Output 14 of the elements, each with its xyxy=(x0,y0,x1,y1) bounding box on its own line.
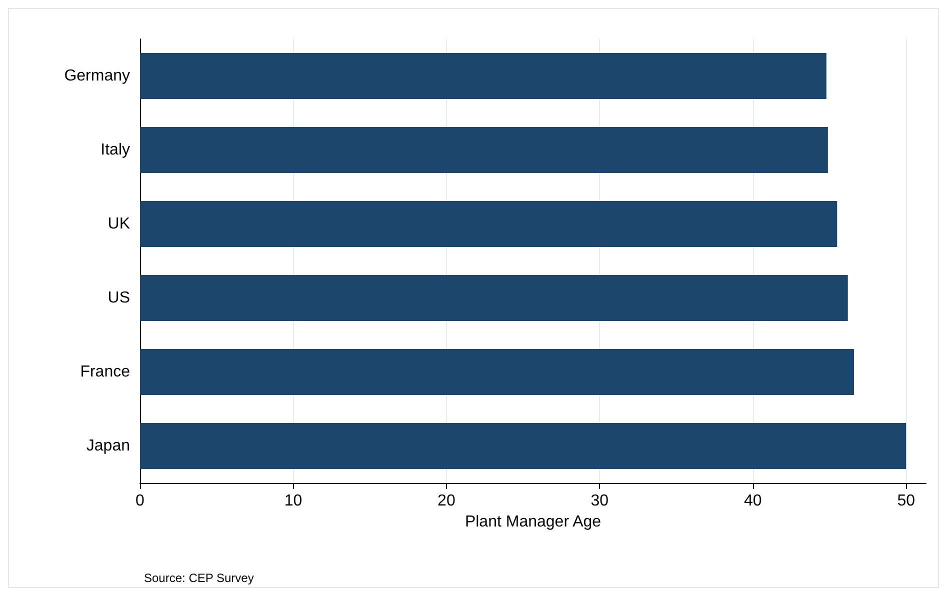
x-tick-label: 30 xyxy=(590,492,609,510)
y-tick-label: Japan xyxy=(86,438,130,454)
y-tick-label: Italy xyxy=(100,142,130,158)
source-note: Source: CEP Survey xyxy=(144,571,254,585)
y-tick-label: US xyxy=(108,290,130,306)
y-tick-label: France xyxy=(80,364,130,380)
x-axis-title: Plant Manager Age xyxy=(464,513,602,530)
x-tick-label: 50 xyxy=(897,492,916,510)
x-tick-label: 10 xyxy=(284,492,302,510)
x-tick-label: 40 xyxy=(744,492,762,510)
y-tick-label: UK xyxy=(108,216,130,232)
y-tick-label: Germany xyxy=(64,68,130,84)
x-tick-label: 0 xyxy=(136,492,145,510)
x-tick-label: 20 xyxy=(438,492,456,510)
